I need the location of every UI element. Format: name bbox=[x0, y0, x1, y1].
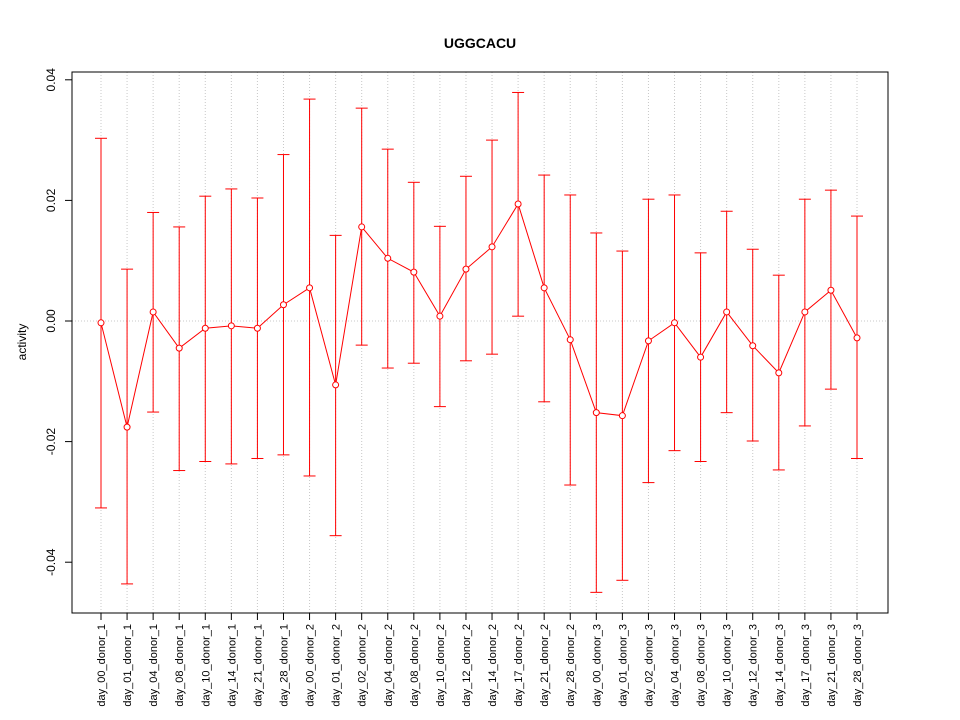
grid bbox=[72, 72, 888, 613]
y-axis-label: activity bbox=[15, 324, 29, 361]
x-tick-label: day_01_donor_2 bbox=[331, 624, 343, 707]
data-point bbox=[253, 324, 261, 332]
data-point bbox=[644, 337, 652, 345]
x-tick-label: day_12_donor_3 bbox=[748, 624, 760, 707]
x-tick-label: day_28_donor_2 bbox=[565, 624, 577, 707]
data-point bbox=[97, 319, 105, 327]
data-point bbox=[749, 342, 757, 350]
x-tick-label: day_10_donor_1 bbox=[200, 624, 212, 707]
x-tick-label: day_28_donor_3 bbox=[852, 624, 864, 707]
data-point bbox=[827, 286, 835, 294]
x-tick-label: day_02_donor_2 bbox=[357, 624, 369, 707]
x-tick-label: day_08_donor_2 bbox=[409, 624, 421, 707]
data-point bbox=[671, 319, 679, 327]
y-tick-label: 0.00 bbox=[44, 309, 58, 333]
data-point bbox=[618, 412, 626, 420]
x-tick-label: day_08_donor_1 bbox=[174, 624, 186, 707]
y-tick-label: 0.04 bbox=[44, 68, 58, 92]
data-point bbox=[384, 254, 392, 262]
data-point bbox=[436, 312, 444, 320]
x-tick-label: day_00_donor_1 bbox=[96, 624, 108, 707]
data-point bbox=[149, 308, 157, 316]
x-tick-label: day_04_donor_2 bbox=[383, 624, 395, 707]
data-point bbox=[227, 322, 235, 330]
data-point bbox=[410, 268, 418, 276]
x-tick-label: day_08_donor_3 bbox=[696, 624, 708, 707]
series-line bbox=[100, 202, 858, 428]
data-point bbox=[775, 369, 783, 377]
x-tick-label: day_10_donor_3 bbox=[722, 624, 734, 707]
data-point bbox=[462, 265, 470, 273]
chart-title: UGGCACU bbox=[444, 35, 516, 51]
data-point bbox=[279, 301, 287, 309]
data-point bbox=[306, 284, 314, 292]
x-tick-label: day_00_donor_2 bbox=[305, 624, 317, 707]
data-point bbox=[540, 284, 548, 292]
series bbox=[95, 91, 863, 593]
data-point bbox=[566, 336, 574, 344]
y-axis: -0.04 -0.02 0.00 0.02 0.04 bbox=[44, 68, 73, 576]
data-point bbox=[201, 324, 209, 332]
x-tick-label: day_04_donor_3 bbox=[670, 624, 682, 707]
x-tick-label: day_28_donor_1 bbox=[278, 624, 290, 707]
plot-frame bbox=[71, 71, 889, 614]
x-tick-label: day_21_donor_2 bbox=[539, 624, 551, 707]
y-tick-label: -0.02 bbox=[44, 428, 58, 456]
data-point bbox=[723, 308, 731, 316]
x-tick-label: day_02_donor_3 bbox=[643, 624, 655, 707]
x-tick-label: day_17_donor_3 bbox=[800, 624, 812, 707]
x-tick-label: day_21_donor_3 bbox=[826, 624, 838, 707]
y-tick-label: 0.02 bbox=[44, 188, 58, 212]
data-point bbox=[853, 334, 861, 342]
x-tick-label: day_21_donor_1 bbox=[252, 624, 264, 707]
data-point bbox=[801, 308, 809, 316]
x-tick-label: day_01_donor_3 bbox=[617, 624, 629, 707]
data-point bbox=[175, 344, 183, 352]
data-point bbox=[488, 243, 496, 251]
x-tick-label: day_12_donor_2 bbox=[461, 624, 473, 707]
data-point bbox=[123, 423, 131, 431]
x-tick-label: day_01_donor_1 bbox=[122, 624, 134, 707]
data-point bbox=[514, 200, 522, 208]
x-tick-label: day_10_donor_2 bbox=[435, 624, 447, 707]
x-axis: day_00_donor_1 day_01_donor_1 day_04_donor… bbox=[96, 612, 864, 707]
data-point bbox=[592, 409, 600, 417]
x-tick-label: day_00_donor_3 bbox=[591, 624, 603, 707]
y-tick-label: -0.04 bbox=[44, 548, 58, 576]
data-point bbox=[358, 223, 366, 231]
x-tick-label: day_14_donor_1 bbox=[226, 624, 238, 707]
data-point bbox=[332, 381, 340, 389]
x-tick-label: day_04_donor_1 bbox=[148, 624, 160, 707]
x-tick-label: day_14_donor_3 bbox=[774, 624, 786, 707]
data-point bbox=[697, 353, 705, 361]
x-tick-label: day_17_donor_2 bbox=[513, 624, 525, 707]
x-tick-label: day_14_donor_2 bbox=[487, 624, 499, 707]
